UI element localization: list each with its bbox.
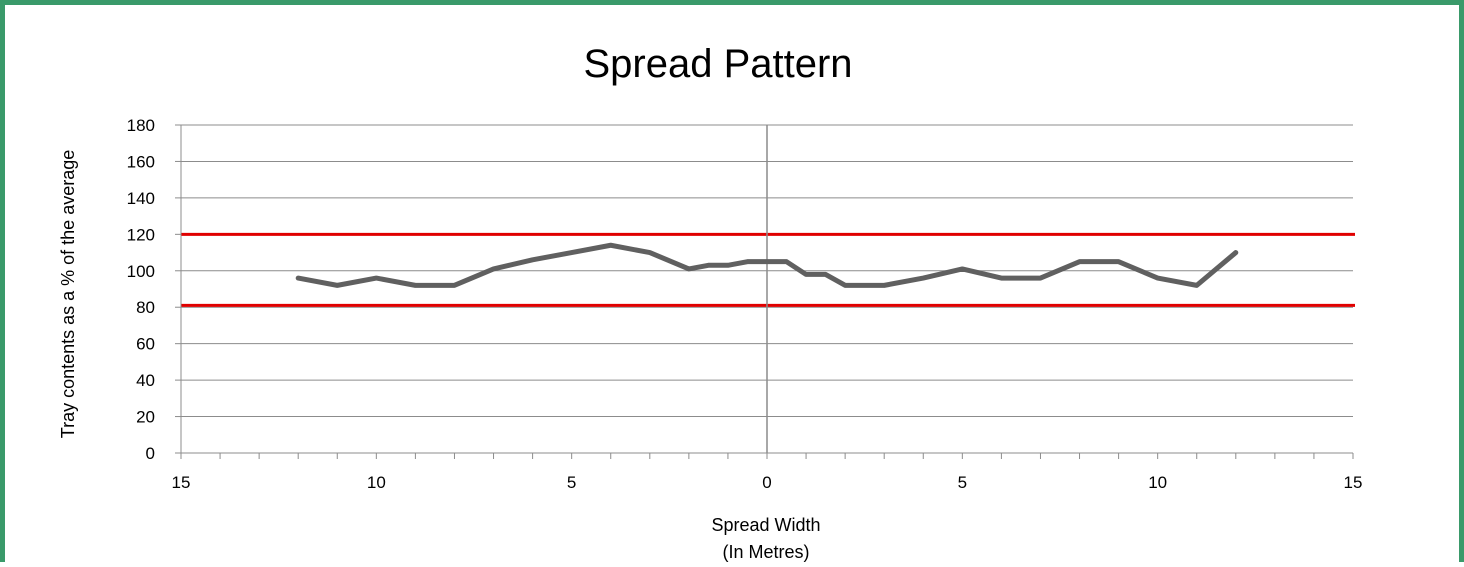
y-tick-label-20: 20 [136,408,155,427]
y-tick-label-80: 80 [136,298,155,317]
y-tick-label-0: 0 [146,444,155,463]
data-point [570,251,573,254]
data-point [531,258,534,261]
data-point [844,284,847,287]
x-tick-label: 15 [172,473,191,492]
y-tick-label-40: 40 [136,371,155,390]
data-point [726,264,729,267]
data-point [492,267,495,270]
x-tick-labels: 15 10 5 0 5 10 15 [172,473,1363,492]
data-point [1156,277,1159,280]
data-point [961,267,964,270]
data-point [687,267,690,270]
y-tick-label-180: 180 [127,116,155,135]
data-point [707,264,710,267]
data-point [785,260,788,263]
x-axis-label-line1: Spread Width [711,515,820,535]
data-point [609,244,612,247]
data-point [375,277,378,280]
x-tick-label: 5 [958,473,967,492]
data-point [336,284,339,287]
data-point [824,273,827,276]
y-tick-label-100: 100 [127,262,155,281]
x-tick-label: 0 [762,473,771,492]
data-point [1039,277,1042,280]
data-point [648,251,651,254]
y-tick-label-160: 160 [127,152,155,171]
x-tick-label: 10 [1148,473,1167,492]
data-point [453,284,456,287]
reference-lines [181,234,1355,305]
y-tick-label-140: 140 [127,189,155,208]
y-tick-labels: 0 20 40 60 80 100 120 140 160 180 [127,116,155,463]
data-point [805,273,808,276]
y-tick-label-120: 120 [127,225,155,244]
chart-svg: Spread Pattern 020406080100120140160180 … [5,5,1464,567]
data-point [1000,277,1003,280]
y-tick-label-60: 60 [136,335,155,354]
y-axis-label: Tray contents as a % of the average [58,150,78,439]
x-tick-label: 10 [367,473,386,492]
data-point [746,260,749,263]
axes [175,125,1353,459]
data-point [297,277,300,280]
data-point [1117,260,1120,263]
data-point [922,277,925,280]
x-axis-label-line2: (In Metres) [722,542,809,562]
data-point [1234,251,1237,254]
x-tick-label: 5 [567,473,576,492]
data-point [883,284,886,287]
chart-title: Spread Pattern [583,42,852,86]
data-point [766,260,769,263]
x-tick-label: 15 [1344,473,1363,492]
data-point [1195,284,1198,287]
data-point [414,284,417,287]
data-point [1078,260,1081,263]
